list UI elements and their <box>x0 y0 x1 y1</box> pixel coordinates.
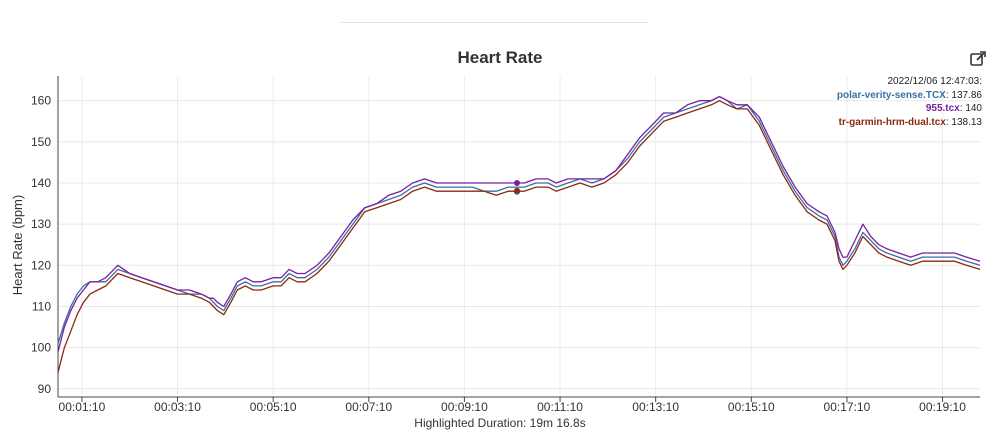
x-tick-label: 00:07:10 <box>345 400 392 414</box>
hover-point <box>514 180 521 186</box>
tooltip-entry: tr-garmin-hrm-dual.tcx: 138.13 <box>838 116 982 128</box>
series-lines <box>57 95 981 373</box>
y-axis-label: Heart Rate (bpm) <box>10 195 25 295</box>
edit-external-icon[interactable] <box>969 50 987 68</box>
y-tick-label: 160 <box>31 94 51 108</box>
tooltip-entry: polar-verity-sense.TCX: 137.86 <box>836 89 982 101</box>
chart-title: Heart Rate <box>457 48 543 67</box>
hover-point <box>514 187 521 194</box>
series-line <box>57 100 981 373</box>
legend-name: tr-garmin-hrm-dual.tcx <box>838 116 946 128</box>
x-tick-label: 00:17:10 <box>824 400 871 414</box>
hover-markers <box>514 180 521 195</box>
x-tick-label: 00:13:10 <box>632 400 679 414</box>
legend-value: 140 <box>965 103 982 114</box>
x-tick-label: 00:01:10 <box>59 400 106 414</box>
x-tick-label: 00:05:10 <box>250 400 297 414</box>
tooltip-legend: 2022/12/06 12:47:03: polar-verity-sense.… <box>837 75 982 129</box>
y-tick-label: 90 <box>38 382 52 396</box>
legend-name: polar-verity-sense.TCX <box>836 89 946 101</box>
x-axis-label: Highlighted Duration: 19m 16.8s <box>414 416 586 430</box>
x-tick-label: 00:03:10 <box>154 400 201 414</box>
legend-value: 137.86 <box>951 89 982 101</box>
y-axis: 90 100 110 120 130 140 150 160 <box>31 76 59 397</box>
series-line <box>57 95 981 352</box>
y-tick-label: 130 <box>31 217 51 231</box>
tooltip-timestamp: 2022/12/06 12:47:03: <box>887 76 982 87</box>
header-divider <box>340 22 648 23</box>
x-tick-label: 00:09:10 <box>441 400 488 414</box>
x-tick-label: 00:11:10 <box>537 400 583 414</box>
x-axis: 00:01:10 00:03:10 00:05:10 00:07:10 00:09:10… <box>58 396 980 414</box>
y-tick-label: 150 <box>31 135 51 149</box>
y-tick-label: 100 <box>31 341 51 355</box>
legend-name: 955.tcx <box>925 103 960 114</box>
y-tick-label: 110 <box>32 299 51 313</box>
y-tick-label: 140 <box>31 176 51 190</box>
x-tick-label: 00:19:10 <box>919 400 966 414</box>
y-tick-label: 120 <box>31 258 51 272</box>
tooltip-entry: 955.tcx: 140 <box>925 103 982 114</box>
x-tick-label: 00:15:10 <box>728 400 775 414</box>
legend-value: 138.13 <box>951 116 982 128</box>
